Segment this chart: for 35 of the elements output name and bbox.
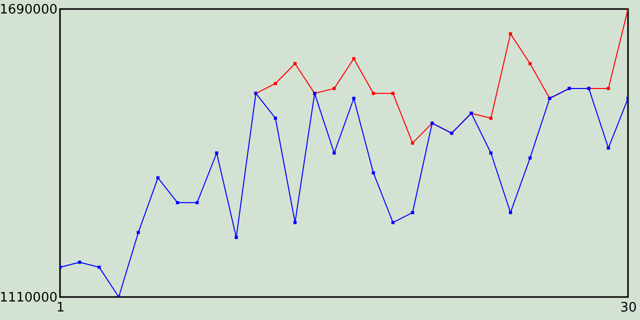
point	[78, 260, 82, 264]
point	[606, 86, 610, 90]
point	[215, 151, 218, 155]
point	[391, 220, 395, 224]
point	[508, 211, 512, 214]
y-tick-label: 1110000	[0, 290, 58, 306]
point	[234, 236, 238, 239]
point	[391, 92, 395, 95]
point	[332, 151, 336, 155]
point	[508, 32, 512, 36]
point	[332, 86, 336, 90]
point	[98, 266, 101, 269]
point	[156, 176, 160, 180]
point	[410, 211, 414, 214]
point	[136, 230, 140, 234]
point	[274, 82, 278, 86]
point	[293, 220, 297, 224]
point	[489, 151, 492, 155]
point	[410, 141, 414, 145]
point	[372, 171, 375, 174]
line-series	[60, 86, 628, 297]
point	[352, 96, 356, 100]
point	[196, 201, 199, 204]
x-tick-label: 30	[620, 300, 637, 316]
y-tick-label: 1690000	[0, 2, 58, 18]
point	[293, 62, 297, 66]
point	[176, 201, 180, 204]
x-tick-label: 1	[56, 300, 65, 316]
point	[606, 146, 610, 150]
point	[528, 62, 532, 66]
point	[489, 116, 492, 120]
point	[352, 57, 356, 60]
point	[528, 156, 532, 160]
point	[372, 92, 375, 95]
point	[274, 116, 278, 120]
